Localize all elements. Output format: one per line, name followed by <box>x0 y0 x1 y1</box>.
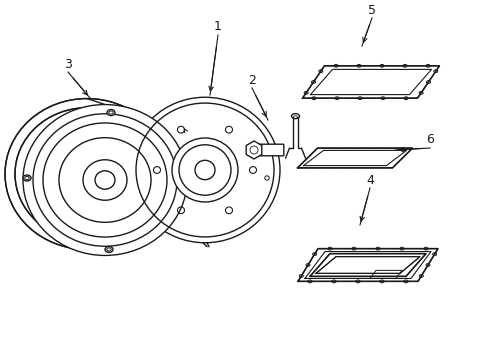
Ellipse shape <box>33 114 177 246</box>
Ellipse shape <box>291 114 299 119</box>
Ellipse shape <box>15 108 159 240</box>
Text: 3: 3 <box>64 58 72 71</box>
Ellipse shape <box>23 175 31 181</box>
Ellipse shape <box>41 132 133 216</box>
Ellipse shape <box>83 160 127 200</box>
Ellipse shape <box>172 138 238 202</box>
Ellipse shape <box>5 99 169 249</box>
Ellipse shape <box>195 160 215 180</box>
Ellipse shape <box>130 97 280 243</box>
FancyBboxPatch shape <box>256 144 283 156</box>
Ellipse shape <box>23 104 186 256</box>
Polygon shape <box>297 249 437 282</box>
Polygon shape <box>309 253 425 276</box>
Polygon shape <box>245 141 261 159</box>
Text: 5: 5 <box>367 4 375 17</box>
Text: 4: 4 <box>366 174 373 186</box>
Ellipse shape <box>95 171 115 189</box>
Ellipse shape <box>105 247 113 252</box>
Ellipse shape <box>107 109 115 116</box>
Ellipse shape <box>25 117 149 231</box>
Ellipse shape <box>59 138 151 222</box>
Text: 2: 2 <box>247 73 255 86</box>
Polygon shape <box>297 148 412 168</box>
Text: 6: 6 <box>425 134 433 147</box>
Ellipse shape <box>43 123 167 237</box>
Text: 1: 1 <box>214 21 222 33</box>
Polygon shape <box>315 257 419 273</box>
Polygon shape <box>302 66 439 98</box>
